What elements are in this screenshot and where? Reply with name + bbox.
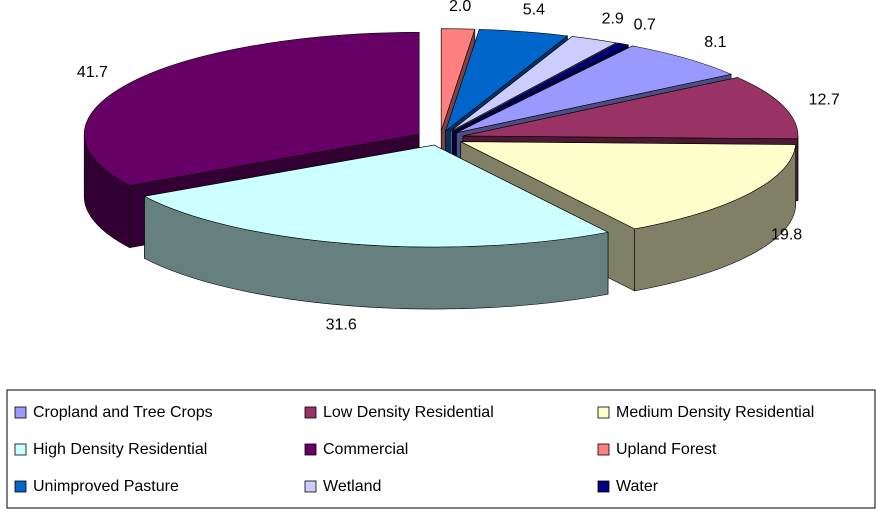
legend-swatch	[598, 444, 609, 455]
legend-label: Cropland and Tree Crops	[33, 404, 213, 421]
legend-label: Low Density Residential	[323, 404, 494, 421]
legend-label: Medium Density Residential	[616, 404, 814, 421]
data-label: 8.1	[704, 34, 726, 51]
legend-label: Upland Forest	[616, 441, 717, 458]
data-label: 41.7	[77, 64, 108, 81]
legend-swatch	[15, 444, 26, 455]
legend-label: Commercial	[323, 441, 408, 458]
legend-swatch	[15, 481, 26, 492]
data-label: 0.7	[634, 16, 656, 33]
data-label: 2.0	[449, 0, 471, 15]
legend-swatch	[305, 407, 316, 418]
legend-label: Unimproved Pasture	[33, 478, 179, 495]
data-label: 19.8	[771, 226, 802, 243]
data-label: 2.9	[602, 11, 624, 28]
legend-swatch	[305, 444, 316, 455]
pie: 8.1 12.7 19.8 31.6 41.7 2.0 5.4 2.9 0.7	[77, 0, 840, 334]
legend-swatch	[598, 407, 609, 418]
legend-swatch	[598, 481, 609, 492]
data-label: 5.4	[523, 2, 545, 19]
legend-label: Wetland	[323, 478, 381, 495]
data-label: 12.7	[809, 92, 840, 109]
legend-swatch	[305, 481, 316, 492]
data-label: 31.6	[326, 317, 357, 334]
legend-label: Water	[616, 478, 659, 495]
legend-label: High Density Residential	[33, 441, 207, 458]
legend-swatch	[15, 407, 26, 418]
